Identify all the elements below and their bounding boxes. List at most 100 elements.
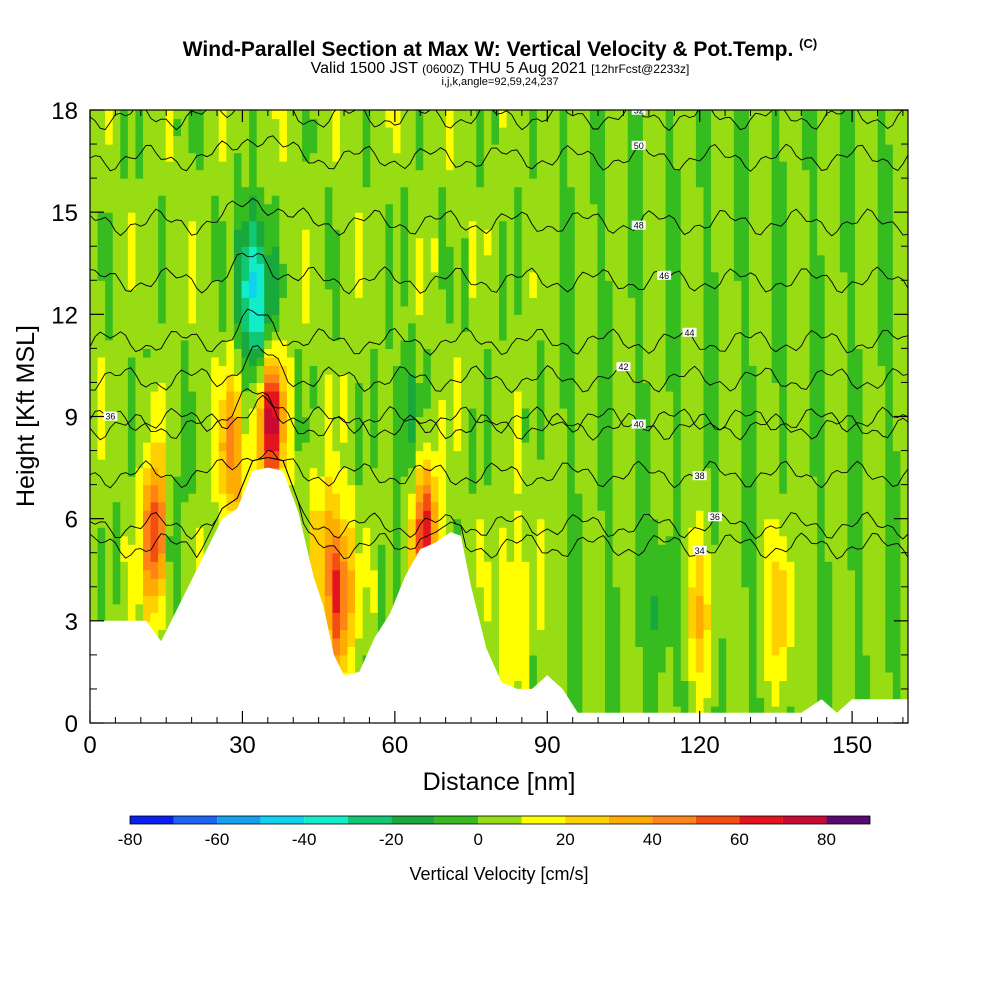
field-cell [665, 501, 674, 511]
field-cell [309, 552, 318, 562]
field-cell [476, 407, 485, 418]
field-cell [324, 373, 333, 384]
field-cell [809, 578, 818, 588]
field-cell [438, 459, 447, 469]
field-cell [521, 671, 530, 682]
field-cell [105, 442, 114, 452]
field-cell [650, 654, 659, 664]
field-cell [605, 331, 614, 341]
field-cell [695, 416, 705, 426]
field-cell [726, 476, 735, 486]
field-cell [794, 654, 803, 664]
field-cell [105, 339, 114, 349]
field-cell [589, 586, 599, 596]
field-cell [847, 629, 856, 639]
field-cell [574, 501, 583, 511]
field-cell [877, 493, 886, 503]
field-cell [809, 510, 818, 520]
field-cell [211, 365, 220, 375]
field-cell [786, 476, 795, 486]
field-cell [877, 518, 886, 528]
field-cell [105, 595, 114, 605]
field-cell [703, 620, 712, 630]
field-cell [832, 654, 841, 664]
field-cell [612, 348, 621, 358]
field-cell [317, 569, 326, 579]
field-cell [612, 390, 621, 401]
field-cell [839, 399, 848, 409]
field-cell [726, 339, 735, 349]
field-cell [809, 680, 818, 690]
field-cell [499, 518, 508, 528]
field-cell [589, 390, 599, 401]
field-cell [771, 527, 780, 537]
field-cell [900, 688, 908, 699]
field-cell [680, 407, 689, 418]
field-cell [779, 476, 788, 486]
field-cell [817, 629, 826, 639]
field-cell [135, 390, 144, 401]
field-cell [605, 629, 614, 639]
field-cell [506, 510, 515, 520]
field-cell [582, 518, 591, 528]
field-cell [226, 416, 235, 426]
field-cell [658, 663, 667, 673]
field-cell [801, 476, 811, 486]
field-cell [180, 527, 190, 537]
field-cell [688, 476, 697, 486]
field-cell [824, 476, 833, 486]
field-cell [294, 399, 303, 409]
field-cell [423, 399, 432, 409]
field-cell [332, 433, 341, 443]
field-cell [870, 680, 879, 690]
field-cell [135, 433, 144, 443]
field-cell [514, 365, 523, 375]
field-cell [665, 620, 674, 630]
field-cell [468, 561, 477, 571]
field-cell [650, 442, 659, 452]
field-cell [756, 561, 765, 571]
field-cell [703, 552, 712, 562]
field-cell [536, 493, 546, 503]
field-cell [521, 348, 530, 358]
field-cell [317, 339, 326, 349]
field-cell [453, 382, 462, 392]
field-cell [854, 433, 864, 443]
field-cell [794, 680, 803, 690]
field-cell [733, 671, 742, 682]
field-cell [143, 467, 152, 477]
field-cell [552, 654, 561, 664]
field-cell [620, 569, 629, 579]
field-cell [832, 510, 841, 520]
field-cell [771, 390, 780, 401]
field-cell [771, 569, 780, 579]
field-cell [324, 407, 333, 418]
field-cell [711, 663, 720, 673]
field-cell [309, 339, 318, 349]
field-cell [794, 646, 803, 656]
field-cell [218, 501, 227, 511]
field-cell [97, 612, 106, 622]
field-cell [794, 510, 803, 520]
field-cell [582, 331, 591, 341]
field-cell [453, 348, 462, 358]
field-cell [801, 416, 811, 426]
field-cell [256, 459, 265, 469]
field-cell [673, 339, 682, 349]
field-cell [385, 390, 394, 401]
field-cell [650, 663, 659, 673]
field-cell [733, 561, 742, 571]
field-cell [627, 467, 636, 477]
field-cell [370, 348, 379, 358]
field-cell [885, 348, 894, 358]
field-cell [150, 365, 159, 375]
field-cell [786, 705, 795, 716]
field-cell [885, 399, 894, 409]
field-cell [612, 544, 621, 554]
field-cell [120, 484, 129, 494]
field-cell [756, 442, 765, 452]
field-cell [703, 612, 712, 622]
field-cell [324, 586, 333, 596]
field-cell [120, 373, 129, 384]
field-cell [324, 510, 333, 520]
